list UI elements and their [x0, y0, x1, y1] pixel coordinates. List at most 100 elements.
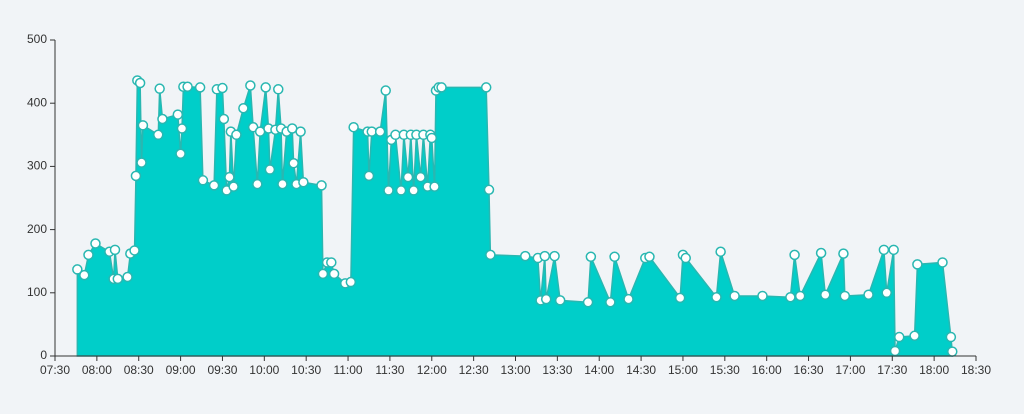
point: [480, 82, 492, 93]
point: [937, 257, 948, 268]
point: [182, 81, 193, 93]
point: [90, 238, 101, 249]
point: [609, 251, 620, 263]
point: [176, 123, 188, 134]
point: [789, 249, 800, 261]
point: [197, 175, 209, 186]
x-tick-label: 13:00: [500, 363, 530, 377]
point: [429, 181, 440, 192]
point: [838, 248, 849, 259]
point: [231, 129, 242, 141]
point: [72, 264, 83, 275]
x-tick-label: 13:30: [542, 363, 572, 377]
point: [729, 290, 740, 302]
point: [794, 290, 806, 302]
x-tick-label: 10:30: [291, 363, 321, 377]
point: [644, 251, 655, 263]
point: [815, 247, 827, 259]
x-tick-label: 16:00: [752, 363, 782, 377]
y-tick-label: 400: [27, 95, 47, 109]
point: [711, 291, 722, 303]
y-tick-label: 300: [27, 159, 47, 173]
x-tick-label: 10:00: [249, 363, 279, 377]
point: [757, 290, 768, 302]
point: [715, 246, 726, 257]
point: [298, 176, 309, 188]
x-tick-label: 16:30: [794, 363, 824, 377]
point: [134, 77, 146, 89]
point: [485, 249, 496, 261]
point: [316, 180, 327, 191]
point: [264, 164, 276, 175]
point: [153, 129, 164, 141]
point: [112, 273, 124, 285]
point: [79, 269, 90, 281]
point: [839, 290, 851, 302]
point: [520, 250, 531, 262]
point: [909, 330, 920, 342]
area: [76, 78, 954, 357]
point: [326, 257, 337, 268]
point: [109, 244, 121, 256]
point: [436, 82, 447, 93]
point: [785, 291, 796, 303]
y-tick-label: 0: [40, 348, 47, 362]
point: [218, 113, 230, 125]
point: [217, 82, 228, 94]
point: [426, 132, 438, 144]
point: [277, 178, 288, 190]
point: [380, 85, 391, 96]
point: [888, 244, 899, 256]
y-tick-label: 200: [27, 222, 47, 236]
x-tick-label: 12:30: [459, 363, 489, 377]
point: [863, 289, 874, 300]
point: [136, 157, 147, 168]
x-tick-label: 15:30: [710, 363, 740, 377]
point: [889, 345, 901, 357]
point: [157, 113, 168, 125]
point: [554, 295, 566, 306]
point: [878, 244, 890, 256]
point: [208, 180, 220, 191]
point: [194, 82, 206, 93]
point: [273, 84, 284, 95]
point: [395, 185, 407, 196]
point: [881, 287, 892, 299]
point: [383, 185, 394, 196]
x-tick-label: 09:30: [207, 363, 237, 377]
point: [408, 185, 419, 196]
point: [252, 178, 263, 190]
point: [295, 126, 306, 137]
y-tick-label: 100: [27, 285, 47, 299]
point: [680, 252, 691, 264]
point: [122, 271, 133, 283]
point: [483, 184, 495, 196]
x-tick-label: 08:30: [124, 363, 154, 377]
point: [83, 249, 94, 261]
point: [129, 245, 140, 256]
point: [540, 293, 552, 305]
point: [260, 82, 271, 93]
point: [130, 170, 142, 182]
x-tick-label: 12:00: [417, 363, 447, 377]
point: [415, 171, 426, 183]
point: [912, 259, 923, 270]
point: [288, 157, 299, 169]
point: [947, 346, 958, 357]
point: [172, 109, 184, 120]
point: [154, 83, 165, 94]
point: [238, 103, 249, 114]
point: [945, 331, 957, 343]
point: [374, 126, 386, 137]
point: [605, 297, 616, 308]
point: [363, 170, 375, 182]
x-tick-label: 14:30: [626, 363, 656, 377]
x-tick-label: 07:30: [40, 363, 70, 377]
x-tick-label: 17:00: [835, 363, 865, 377]
point: [894, 331, 905, 343]
x-tick-label: 14:00: [584, 363, 614, 377]
x-tick-label: 18:00: [919, 363, 949, 377]
point: [328, 268, 340, 280]
x-tick-label: 11:30: [375, 363, 404, 377]
